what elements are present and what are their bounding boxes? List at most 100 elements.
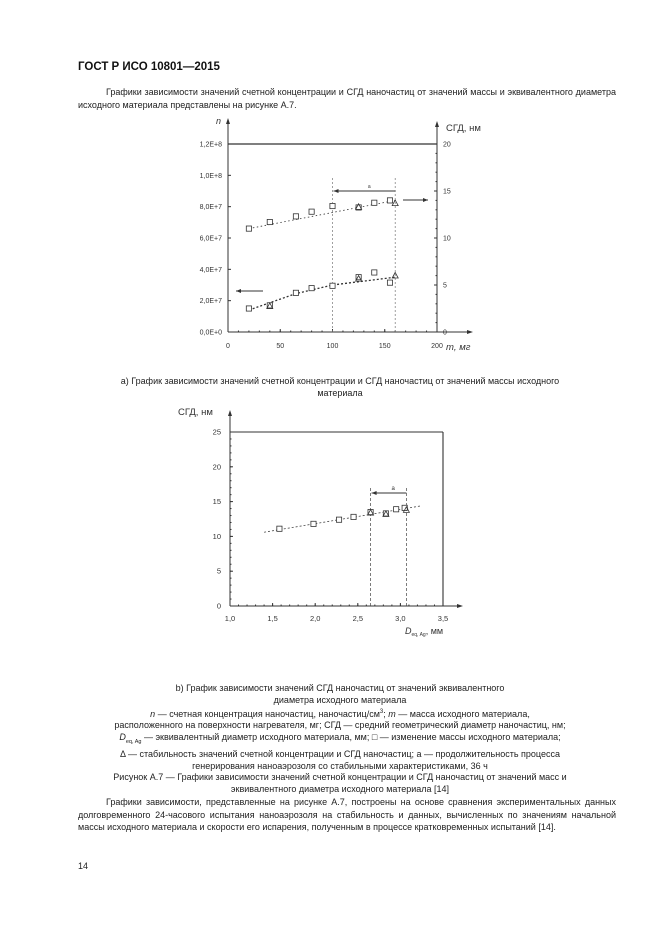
symbol-d: D [119, 732, 126, 743]
trend-line [248, 200, 396, 229]
square-marker [350, 513, 357, 520]
caption-a: а) График зависимости значений счетной к… [60, 376, 620, 400]
y-left-tick-label: 1,0E+8 [200, 173, 222, 180]
x-axis-arrow [457, 604, 463, 608]
y-left-tick-label: 0,0E+0 [200, 330, 222, 337]
figure-legend: b) График зависимости значений СГД наноч… [60, 683, 620, 796]
closing-paragraph-text: Графики зависимости, представленные на р… [78, 797, 616, 833]
legend-line-4: Δ — стабильность значений счетной концен… [120, 748, 560, 759]
subscript: eq, Ag [125, 738, 142, 745]
square-marker [308, 285, 315, 292]
intro-paragraph-text: Графики зависимости значений счетной кон… [78, 87, 616, 110]
square-marker [245, 305, 252, 312]
x-tick-label: 1,0 [225, 614, 235, 623]
x-tick-label: 1,5 [267, 614, 277, 623]
square-marker [371, 269, 378, 276]
x-tick-label: 2,5 [353, 614, 363, 623]
square-marker [393, 506, 400, 513]
legend-line-2: расположенного на поверхности нагревател… [114, 720, 566, 731]
square-marker [292, 289, 299, 296]
x-tick-label: 100 [327, 343, 339, 350]
x-axis-arrow [467, 330, 473, 334]
y-left-tick-label: 2,0E+7 [200, 298, 222, 305]
y-axis-label: СГД, нм [178, 407, 213, 418]
legend-line-3: Deq, Ag — эквивалентный диаметр исходног… [60, 732, 620, 749]
left-axis-pointer-arrow-head [236, 289, 241, 293]
y-left-tick-label: 4,0E+7 [200, 267, 222, 274]
square-marker [310, 520, 317, 527]
y-right-label: СГД, нм [446, 123, 481, 134]
superscript: 3 [379, 708, 384, 715]
y-tick-label: 10 [213, 532, 221, 541]
square-marker [371, 199, 378, 206]
y-tick-label: 15 [213, 497, 221, 506]
y-tick-label: 25 [213, 428, 221, 437]
caption-b-line-2: диаметра исходного материала [273, 694, 407, 705]
x-tick-label: 3,5 [438, 614, 448, 623]
square-marker [329, 282, 336, 289]
y-axis-right-arrow [435, 121, 439, 127]
right-axis-pointer-arrow-head [423, 198, 428, 202]
square-marker [336, 516, 343, 523]
y-tick-label: 5 [217, 567, 221, 576]
y-right-tick-label: 0 [443, 330, 447, 337]
y-right-tick-label: 10 [443, 236, 451, 243]
y-right-tick-label: 15 [443, 189, 451, 196]
interval-a-arrow-head [333, 189, 339, 193]
y-left-tick-label: 8,0E+7 [200, 204, 222, 211]
legend-line-5: генерирования наноаэрозоля со стабильным… [192, 760, 488, 771]
legend-text: — счетная концентрация наночастиц, наноч… [155, 708, 380, 719]
triangle-marker [354, 274, 363, 282]
symbol-n: n [150, 708, 156, 719]
triangle-marker [382, 510, 390, 517]
square-marker [276, 525, 283, 532]
square-marker [308, 208, 315, 215]
x-axis-label: m, мг [446, 342, 471, 353]
interval-a-label: a [368, 184, 371, 190]
x-tick-label: 200 [431, 343, 443, 350]
square-marker [266, 219, 273, 226]
triangle-marker [366, 508, 375, 516]
y-right-tick-label: 5 [443, 283, 447, 290]
document-id-header: ГОСТ Р ИСО 10801—2015 [78, 61, 220, 73]
triangle-marker [266, 302, 274, 309]
caption-b-line-1: b) График зависимости значений СГД наноч… [175, 683, 505, 693]
caption-a-line-1: а) График зависимости значений счетной к… [120, 376, 560, 386]
square-marker [355, 204, 362, 211]
y-tick-label: 0 [217, 602, 221, 611]
y-left-label: n [216, 116, 221, 126]
triangle-marker [354, 202, 363, 210]
y-left-tick-label: 6,0E+7 [200, 236, 222, 243]
square-marker [386, 279, 393, 286]
x-axis-label: Deq, Ag, мм [405, 626, 443, 638]
y-tick-label: 20 [213, 462, 221, 471]
square-marker [245, 225, 252, 232]
closing-paragraph: Графики зависимости, представленные на р… [78, 796, 616, 834]
x-tick-label: 150 [379, 343, 391, 350]
x-tick-label: 0 [226, 343, 230, 350]
symbol-m: m [388, 708, 396, 719]
figure-title-line-1: Рисунок А.7 — Графики зависимости значен… [113, 772, 567, 783]
triangle-marker [391, 199, 399, 207]
legend-text: — эквивалентный диаметр исходного матери… [141, 732, 561, 743]
intro-paragraph: Графики зависимости значений счетной кон… [78, 86, 616, 111]
interval-a-arrow-head [371, 491, 377, 495]
square-marker [386, 197, 393, 204]
y-right-tick-label: 20 [443, 142, 451, 149]
y-axis-left-arrow [226, 118, 230, 124]
legend-line-1: n — счетная концентрация наночастиц, нан… [60, 707, 620, 721]
y-left-tick-label: 1,2E+8 [200, 142, 222, 149]
x-tick-label: 3,0 [395, 614, 405, 623]
x-tick-label: 50 [276, 343, 284, 350]
page-number: 14 [78, 861, 89, 871]
legend-text: — масса исходного материала, [395, 708, 530, 719]
legend-text: ; [383, 708, 389, 719]
triangle-marker [402, 505, 411, 513]
figure-title-line-2: эквивалентного диаметра исходного матери… [230, 784, 450, 795]
interval-a-label: a [391, 486, 395, 492]
x-tick-label: 2,0 [310, 614, 320, 623]
triangle-marker [391, 271, 399, 279]
square-marker [329, 203, 336, 210]
y-axis-arrow [228, 410, 232, 416]
